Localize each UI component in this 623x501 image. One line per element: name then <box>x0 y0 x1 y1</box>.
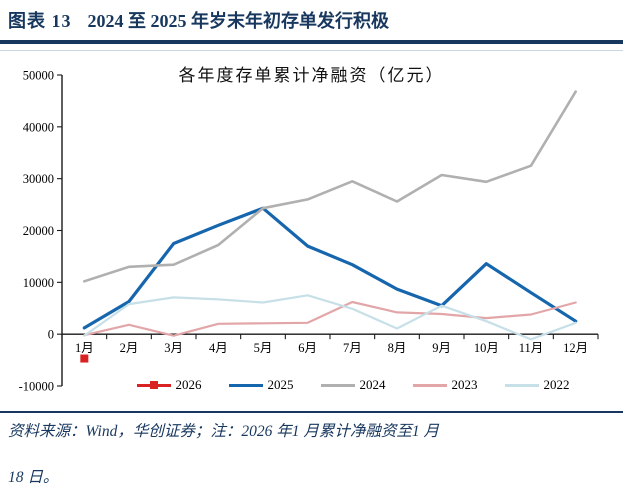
legend-swatch-2025 <box>228 383 263 387</box>
y-tick-label: 40000 <box>23 120 54 134</box>
legend-swatch-2024 <box>320 383 355 387</box>
x-tick-label: 2月 <box>120 341 139 355</box>
legend-label-2022: 2022 <box>543 377 570 392</box>
legend-label-2023: 2023 <box>451 377 478 392</box>
x-tick-label: 9月 <box>432 341 451 355</box>
series-line-2025 <box>82 206 578 330</box>
x-tick-label: 3月 <box>164 341 183 355</box>
x-tick-label: 5月 <box>254 341 273 355</box>
x-tick-label: 4月 <box>209 341 228 355</box>
legend-item-2022: 2022 <box>504 377 570 393</box>
x-tick-label: 11月 <box>519 341 544 355</box>
legend-label-2026: 2026 <box>175 377 202 392</box>
figure-header: 图表 13 2024 至 2025 年岁末年初存单发行积极 <box>8 7 389 33</box>
series-marker-2026 <box>80 354 89 363</box>
x-tick-label: 10月 <box>474 341 499 355</box>
line-chart: -10000 0 10000 20000 30000 40000 50000 1月 2月 3月 4月… <box>19 69 599 394</box>
legend-item-2026: 2026 <box>136 377 202 393</box>
x-tick-label: 6月 <box>298 341 317 355</box>
y-tick-label: 30000 <box>23 172 54 186</box>
y-tick-label: -10000 <box>19 380 54 394</box>
source-note-line2: 18 日。 <box>8 469 59 486</box>
legend-swatch-2022 <box>504 383 539 387</box>
footer-rule <box>0 411 623 413</box>
series-line-2022 <box>83 294 577 341</box>
header-rule <box>0 40 623 44</box>
chart-title: 各年度存单累计净融资（亿元） <box>178 66 445 85</box>
legend-item-2025: 2025 <box>228 377 294 393</box>
legend-swatch-2026 <box>136 381 171 389</box>
header-subrule <box>0 50 623 51</box>
x-tick-label: 8月 <box>388 341 407 355</box>
legend-label-2025: 2025 <box>267 377 294 392</box>
x-tick-label: 7月 <box>343 341 362 355</box>
x-tick-label: 12月 <box>563 341 588 355</box>
series-line-2023 <box>83 300 577 337</box>
source-note-line1: 资料来源：Wind，华创证券；注：2026 年1 月累计净融资至1 月 <box>8 423 439 440</box>
y-tick-label: 0 <box>48 328 54 342</box>
legend-item-2024: 2024 <box>320 377 386 393</box>
chart-legend: 2026 2025 2024 2023 2022 <box>85 377 621 393</box>
y-tick-label: 20000 <box>23 224 54 238</box>
legend-item-2023: 2023 <box>412 377 478 393</box>
figure-title: 2024 至 2025 年岁末年初存单发行积极 <box>87 11 390 31</box>
y-tick-label: 10000 <box>23 276 54 290</box>
legend-marker-2026 <box>149 381 158 389</box>
series-line-2024 <box>83 90 578 283</box>
source-note: 资料来源：Wind，华创证券；注：2026 年1 月累计净融资至1 月 18 日… <box>8 409 616 501</box>
y-tick-label: 50000 <box>23 69 54 83</box>
figure-number: 图表 13 <box>8 11 72 31</box>
x-tick-label: 1月 <box>75 341 94 355</box>
legend-label-2024: 2024 <box>359 377 386 392</box>
legend-swatch-2023 <box>412 383 447 387</box>
